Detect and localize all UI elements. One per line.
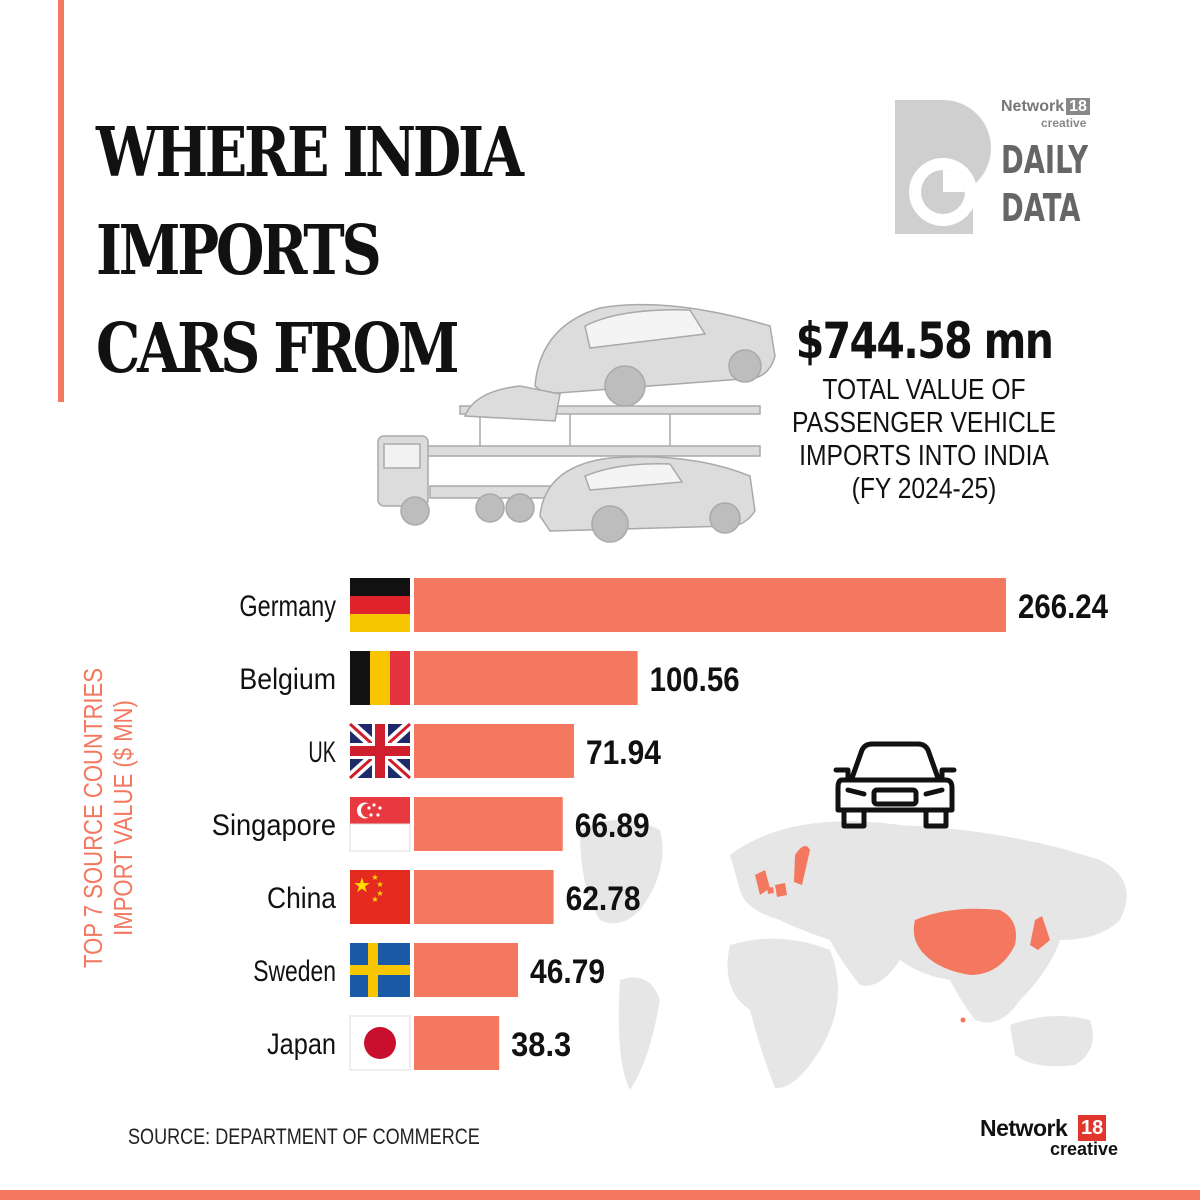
value-label-japan: 38.3 <box>511 1026 571 1064</box>
title-line-3: CARS FROM <box>96 309 460 389</box>
svg-text:★: ★ <box>376 880 383 889</box>
map-germany <box>775 883 787 897</box>
country-label-japan: Japan <box>267 1028 336 1061</box>
uk-flag <box>346 720 414 782</box>
logo-daily-data: DAILY DATA <box>1001 138 1089 230</box>
total-description: TOTAL VALUE OF PASSENGER VEHICLE IMPORTS… <box>792 374 1056 505</box>
daily-data-logo-mark <box>895 100 991 234</box>
map-singapore <box>960 1017 966 1023</box>
bar-belgium <box>414 651 638 705</box>
car-carrier-truck-illustration <box>377 303 776 543</box>
title-line-1: WHERE INDIA <box>96 113 524 193</box>
map-belgium <box>767 887 774 894</box>
svg-text:★: ★ <box>371 895 378 904</box>
source-note: SOURCE: DEPARTMENT OF COMMERCE <box>128 1124 480 1149</box>
belgium-flag <box>350 651 410 705</box>
total-value: $744.58 mn <box>795 312 1054 370</box>
logo-brand: Network 18 <box>1001 98 1090 116</box>
map-sweden <box>794 846 810 885</box>
country-label-uk: UK <box>308 736 336 769</box>
total-import-summary: $744.58 mn TOTAL VALUE OF PASSENGER VEHI… <box>764 310 1084 506</box>
page-title: WHERE INDIA IMPORTS CARS FROM <box>96 104 614 398</box>
map-japan <box>1030 916 1050 950</box>
bar-japan <box>414 1016 500 1070</box>
value-label-singapore: 66.89 <box>575 807 650 845</box>
map-china <box>913 908 1016 975</box>
title-line-2: IMPORTS <box>96 211 382 291</box>
svg-text:★: ★ <box>371 873 378 882</box>
japan-flag <box>349 1015 411 1071</box>
bar-china <box>414 870 554 924</box>
country-label-china: China <box>267 882 336 915</box>
value-label-sweden: 46.79 <box>530 953 605 991</box>
map-uk <box>755 870 770 895</box>
germany-flag <box>350 578 410 632</box>
value-label-belgium: 100.56 <box>650 661 740 699</box>
value-label-china: 62.78 <box>566 880 641 918</box>
country-label-singapore: Singapore <box>212 809 336 842</box>
country-label-germany: Germany <box>239 590 336 623</box>
value-label-germany: 266.24 <box>1018 588 1108 626</box>
accent-bar <box>58 0 64 402</box>
svg-text:★: ★ <box>353 873 371 897</box>
bar-sweden <box>414 943 519 997</box>
daily-data-logo: Network 18 creative DAILY DATA <box>893 98 1113 238</box>
svg-text:★: ★ <box>376 889 383 898</box>
singapore-flag <box>349 797 411 852</box>
bar-singapore <box>414 797 563 851</box>
car-front-icon <box>833 741 957 829</box>
sweden-flag <box>350 943 410 997</box>
footer-brand-logo: Network 18 creative <box>980 1115 1119 1159</box>
world-map <box>580 820 1127 1090</box>
logo-brand-sub: creative <box>1041 116 1087 130</box>
china-flag: ★ ★★★★ <box>350 870 410 924</box>
bar-germany <box>414 578 1006 632</box>
country-label-belgium: Belgium <box>239 663 336 696</box>
country-label-sweden: Sweden <box>253 955 336 988</box>
bar-uk <box>414 724 574 778</box>
value-label-uk: 71.94 <box>586 734 661 772</box>
bottom-accent-bar <box>0 1190 1200 1200</box>
